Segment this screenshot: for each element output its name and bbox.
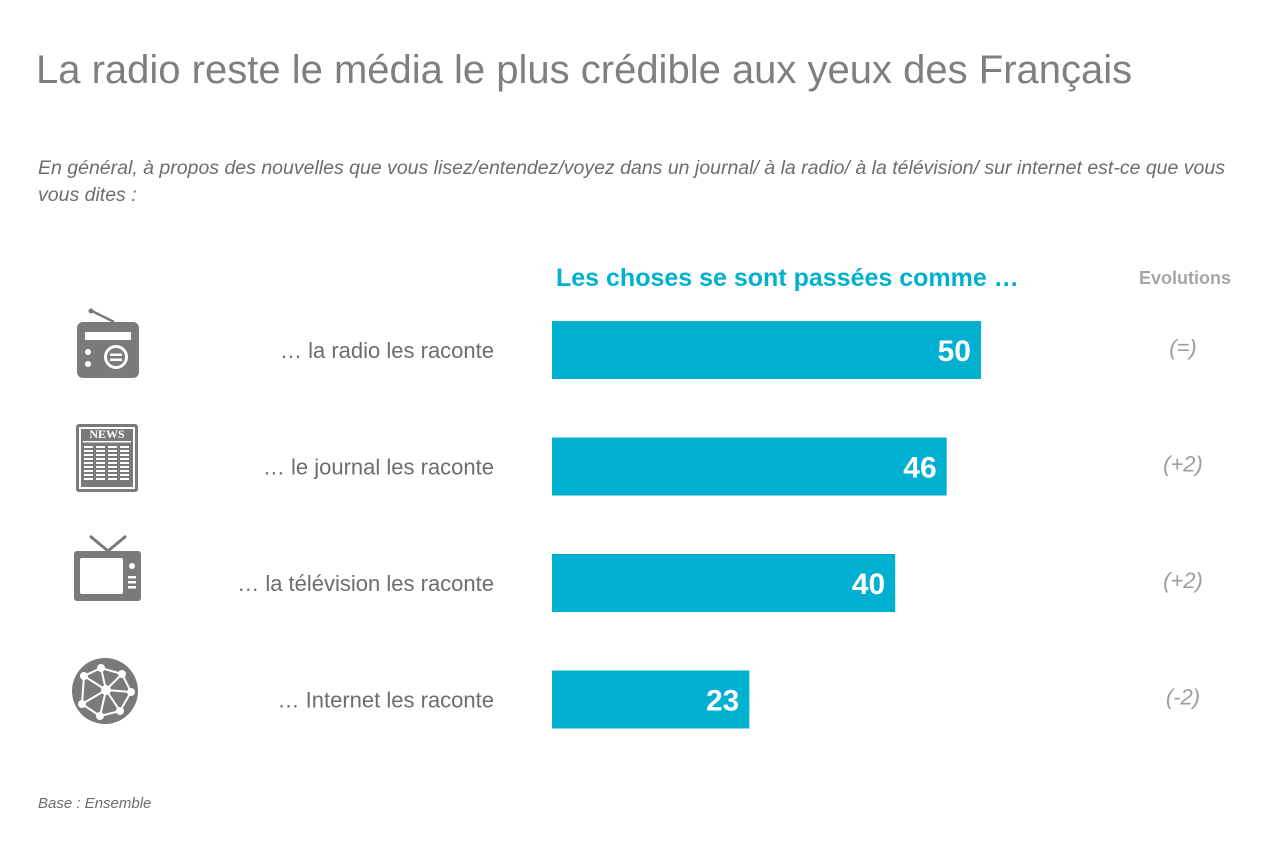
footnote: Base : Ensemble xyxy=(38,795,152,812)
category-label: … la télévision les raconte xyxy=(237,571,494,596)
page-title: La radio reste le média le plus crédible… xyxy=(36,48,1133,92)
radio-icon xyxy=(77,308,139,378)
survey-question: En général, à propos des nouvelles que v… xyxy=(38,157,1225,206)
bar xyxy=(552,321,981,379)
category-label: … la radio les raconte xyxy=(280,338,494,363)
bar-value-label: 46 xyxy=(903,452,936,485)
evolution-value: (+2) xyxy=(1163,568,1203,593)
chart-title: Les choses se sont passées comme … xyxy=(556,264,1019,292)
category-label: … Internet les raconte xyxy=(278,688,494,713)
newspaper-icon: NEWS xyxy=(76,424,138,492)
bar-value-label: 23 xyxy=(706,685,739,718)
evolution-value: (-2) xyxy=(1166,685,1200,710)
evolutions-header: Evolutions xyxy=(1138,268,1231,288)
bar xyxy=(552,437,947,496)
newspaper-icon-text: NEWS xyxy=(89,427,125,441)
bar xyxy=(552,554,896,612)
category-label: … le journal les raconte xyxy=(263,455,494,480)
bar xyxy=(552,670,750,729)
globe-network-icon xyxy=(72,658,138,724)
evolution-value: (+2) xyxy=(1163,452,1203,477)
bar-value-label: 50 xyxy=(938,335,971,368)
tv-icon xyxy=(74,534,141,601)
evolution-value: (=) xyxy=(1169,335,1197,360)
bar-value-label: 40 xyxy=(852,568,885,601)
